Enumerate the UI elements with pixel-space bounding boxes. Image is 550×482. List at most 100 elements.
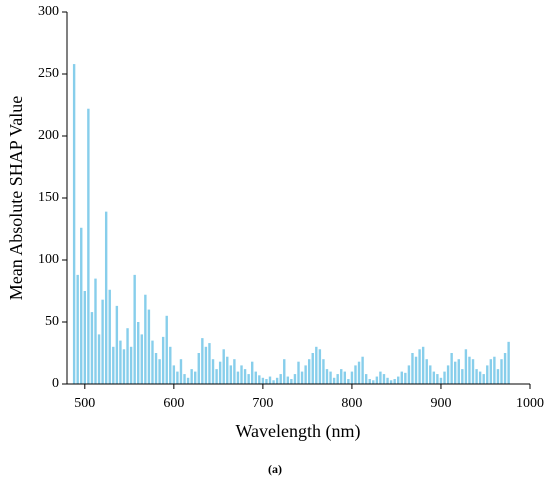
bar [161, 336, 165, 384]
y-tick-label: 100 [38, 252, 59, 267]
bar [80, 227, 83, 384]
bar [379, 371, 382, 384]
bar [240, 365, 243, 384]
bar [275, 377, 279, 384]
bar [375, 376, 379, 384]
bar [286, 376, 290, 384]
bar [318, 349, 322, 384]
bar [421, 346, 425, 384]
bar [190, 369, 193, 384]
bar [489, 359, 493, 384]
bar [218, 361, 222, 384]
y-axis-title: Mean Absolute SHAP Value [6, 96, 26, 301]
bar [72, 64, 76, 384]
bar [439, 377, 443, 384]
bar [357, 361, 361, 384]
bar [90, 312, 94, 384]
bar [194, 371, 197, 384]
bar [486, 365, 489, 384]
bar [176, 371, 179, 384]
bar [457, 359, 460, 384]
bar [368, 379, 371, 384]
bar [265, 379, 268, 384]
bar [414, 356, 418, 384]
bar [454, 361, 457, 384]
bar [329, 371, 332, 384]
bar [425, 359, 428, 384]
bar [503, 353, 507, 384]
bar [179, 359, 183, 384]
bar [407, 365, 411, 384]
bar [165, 315, 168, 384]
bar [76, 274, 79, 384]
bar [471, 359, 475, 384]
bar [147, 309, 151, 384]
bar [183, 374, 186, 384]
bar [300, 371, 304, 384]
x-tick-label: 800 [341, 396, 362, 411]
bar [261, 377, 265, 384]
bar [215, 369, 218, 384]
bar [119, 340, 122, 384]
bar [243, 369, 247, 384]
bar [464, 349, 468, 384]
bar [233, 359, 236, 384]
bar [389, 380, 393, 384]
bar [226, 356, 229, 384]
bar [496, 369, 500, 384]
bar [354, 365, 357, 384]
bar [364, 374, 368, 384]
bar [272, 380, 275, 384]
bar [332, 377, 336, 384]
bar [350, 371, 354, 384]
bar [268, 376, 272, 384]
bar [315, 346, 318, 384]
bar [382, 374, 386, 384]
bar [397, 376, 400, 384]
bar [461, 369, 464, 384]
bar [101, 299, 104, 384]
bar [247, 374, 250, 384]
y-tick-label: 50 [45, 314, 59, 329]
bar [151, 340, 154, 384]
bar [197, 353, 200, 384]
x-axis-title: Wavelength (nm) [235, 421, 360, 442]
bar [186, 377, 190, 384]
bar [208, 343, 211, 384]
bar [83, 291, 87, 384]
bar [493, 356, 496, 384]
bar [222, 349, 225, 384]
bar [361, 356, 364, 384]
bar [446, 365, 450, 384]
y-tick-label: 0 [52, 376, 59, 391]
bar [475, 369, 478, 384]
bar [97, 334, 101, 384]
bar [293, 374, 297, 384]
bar [372, 380, 375, 384]
bar [129, 346, 133, 384]
bar [429, 365, 432, 384]
bar [386, 377, 389, 384]
bar [325, 369, 329, 384]
bar [115, 305, 119, 384]
caption: (a) [268, 462, 282, 476]
bar [229, 365, 233, 384]
bar [87, 108, 90, 384]
bar [204, 346, 208, 384]
bar [411, 353, 414, 384]
bar [236, 371, 240, 384]
bar [133, 274, 136, 384]
bar [158, 359, 161, 384]
bar [137, 322, 140, 384]
bar [108, 289, 111, 384]
bar [311, 353, 314, 384]
bar [279, 374, 282, 384]
bar [112, 346, 115, 384]
bar [307, 359, 311, 384]
x-tick-label: 600 [163, 396, 184, 411]
bar [340, 369, 343, 384]
bar [478, 371, 482, 384]
bar [343, 371, 346, 384]
x-tick-label: 700 [252, 396, 273, 411]
